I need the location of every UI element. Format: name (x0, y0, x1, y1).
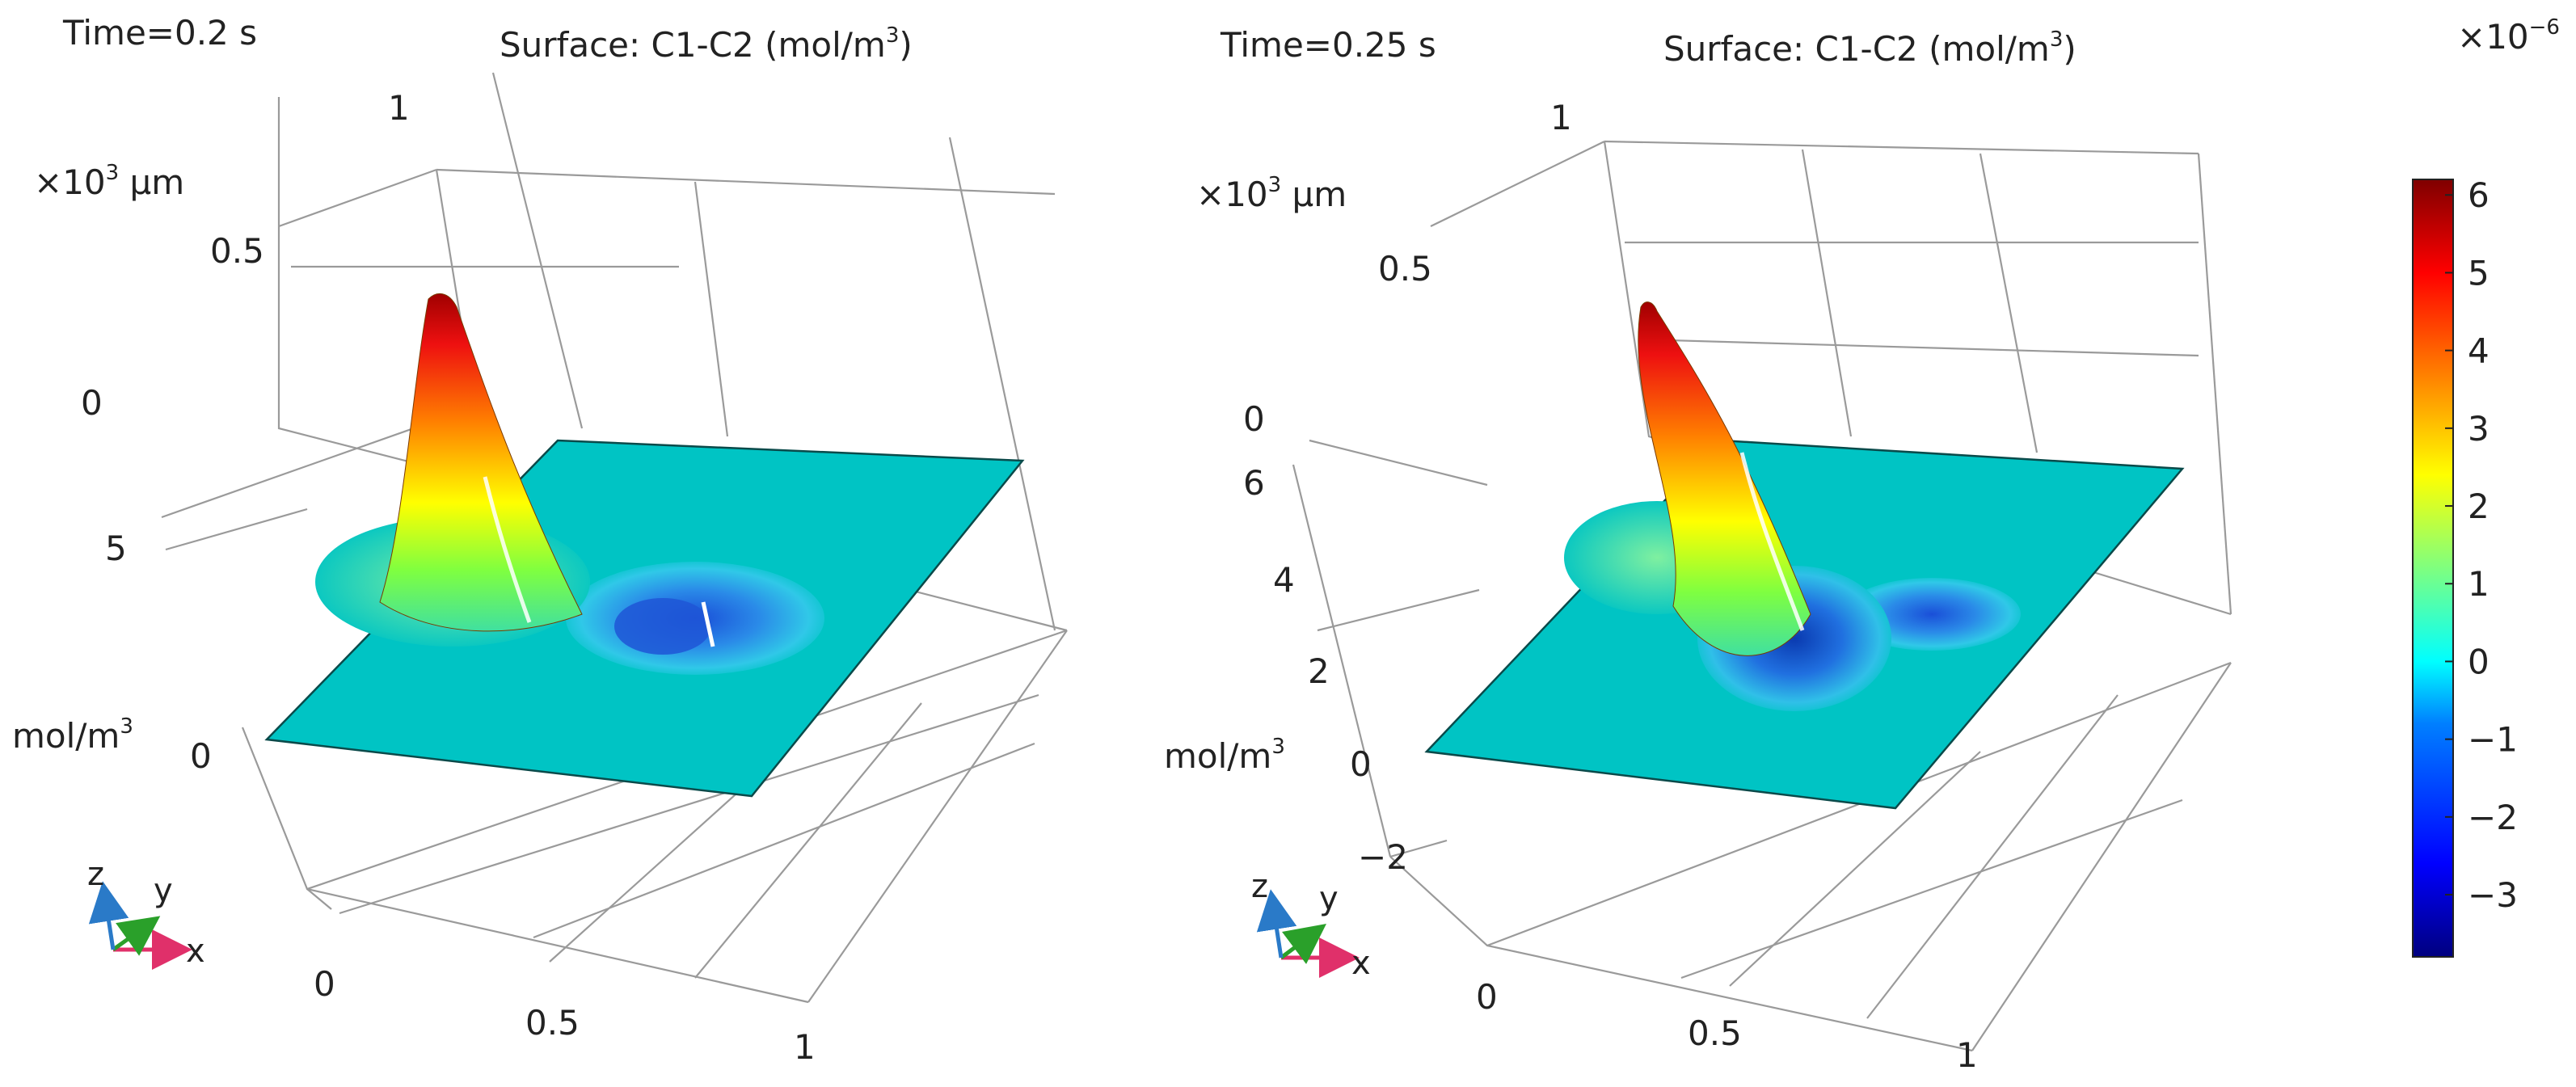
colorbar-gradient (2412, 179, 2454, 958)
colorbar-exponent: ×10−6 (2457, 15, 2560, 57)
colorbar-tick-label: 4 (2468, 331, 2490, 371)
colorbar-tick-label: 2 (2468, 487, 2490, 526)
colorbar: ×10−6 6 5 4 3 2 1 0 −1 −2 −3 (2412, 15, 2560, 958)
colorbar-tick-label: −1 (2468, 720, 2518, 760)
right-plot: 1 0.5 0 6 4 2 0 −2 0 0.5 1 Time=0.25 s S… (1164, 25, 2232, 1075)
left-peak (379, 293, 583, 632)
axis-z-letter: z (1251, 868, 1268, 905)
right-z-tick: 6 (1243, 463, 1265, 503)
left-y-tick: 0 (81, 383, 103, 423)
left-title: Surface: C1-C2 (mol/m3) (500, 23, 913, 65)
left-plot: 1 0.5 0 5 0 0 0.5 1 Time=0.2 s Surface: … (12, 13, 1068, 1067)
left-x-tick: 0.5 (525, 1003, 580, 1043)
colorbar-tick-label: 5 (2468, 253, 2490, 293)
left-z-tick: 5 (105, 529, 127, 568)
right-y-tick: 1 (1550, 98, 1572, 137)
left-y-axis-unit: ×103 μm (34, 161, 184, 202)
right-x-tick: 0 (1476, 977, 1498, 1017)
axis-z-letter: z (87, 856, 104, 893)
axis-y-letter: y (1319, 880, 1339, 917)
colorbar-tick-label: 0 (2468, 642, 2490, 681)
right-z-label: mol/m3 (1164, 735, 1285, 776)
colorbar-tick-label: −2 (2468, 798, 2518, 837)
left-time-label: Time=0.2 s (62, 13, 257, 53)
colorbar-tick-label: 6 (2468, 175, 2490, 215)
colorbar-tick-label: 1 (2468, 564, 2490, 604)
right-z-tick: 2 (1308, 651, 1330, 691)
axis-x-letter: x (1351, 945, 1371, 982)
right-x-tick: 0.5 (1688, 1013, 1742, 1053)
right-title: Surface: C1-C2 (mol/m3) (1663, 27, 2076, 69)
right-x-tick: 1 (1956, 1035, 1978, 1075)
left-axis-triad: x y z (87, 856, 205, 970)
right-z-tick: 0 (1350, 744, 1372, 784)
right-y-tick: 0.5 (1378, 249, 1432, 289)
colorbar-tick-label: 3 (2468, 409, 2490, 449)
left-z-tick: 0 (190, 736, 212, 776)
left-grid (161, 72, 1068, 1004)
right-z-tick: −2 (1358, 837, 1408, 877)
right-z-tick: 4 (1273, 560, 1295, 600)
right-y-axis-unit: ×103 μm (1196, 173, 1347, 214)
left-y-tick: 0.5 (210, 231, 264, 271)
left-z-label: mol/m3 (12, 714, 133, 756)
axis-x-letter: x (186, 933, 205, 970)
left-y-tick: 1 (388, 88, 410, 128)
right-peak (1638, 301, 1811, 656)
colorbar-tick-label: −3 (2468, 875, 2518, 915)
right-axis-triad: x y z (1251, 868, 1371, 982)
left-x-tick: 0 (314, 964, 335, 1004)
left-x-tick: 1 (794, 1027, 816, 1067)
right-y-tick: 0 (1243, 399, 1265, 439)
axis-y-letter: y (154, 872, 173, 909)
right-time-label: Time=0.25 s (1220, 25, 1436, 65)
